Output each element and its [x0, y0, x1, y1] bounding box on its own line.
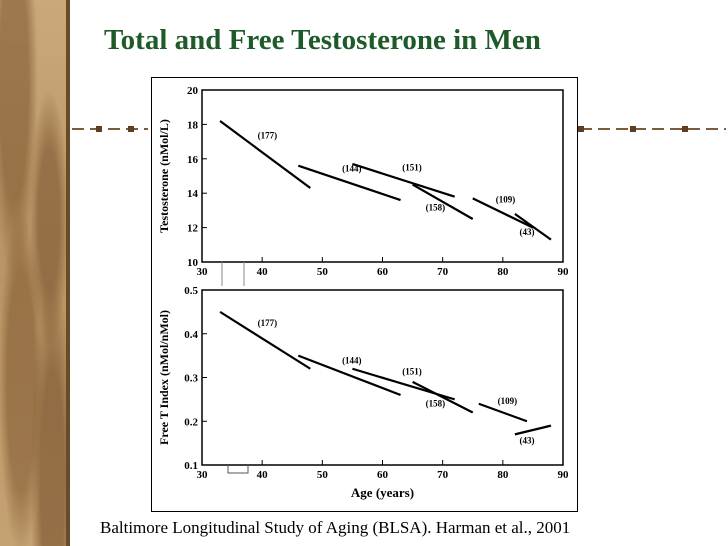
- x-tick-label: 80: [497, 266, 509, 278]
- plot-area-1: [201, 89, 564, 263]
- series-line: [412, 183, 474, 220]
- series-line: [297, 164, 401, 202]
- x-tick-label: 40: [257, 266, 269, 278]
- series-label: (177): [258, 130, 278, 140]
- sidebar-stripe: [66, 0, 70, 546]
- y-tick-label: 0.5: [184, 285, 198, 297]
- y-tick-label: 0.3: [184, 373, 198, 385]
- x-tick-label: 70: [437, 266, 449, 278]
- x-tick-label: 90: [558, 469, 570, 481]
- series-line: [472, 197, 534, 229]
- y-tick-label: 14: [187, 188, 199, 200]
- series-label: (177): [258, 318, 278, 328]
- series-label: (158): [426, 203, 446, 213]
- decorative-sidebar: [0, 0, 70, 546]
- series-line: [297, 354, 401, 397]
- y-axis-label: Testosterone (nMol/L): [157, 119, 171, 233]
- y-tick-label: 0.1: [184, 460, 198, 472]
- series-label: (43): [520, 435, 535, 445]
- x-tick-label: 90: [558, 266, 570, 278]
- testosterone-charts: 30 40 50 60 70 80 90 10 12 14 16 18 20 Testosterone (…: [157, 85, 570, 500]
- series-label: (43): [520, 227, 535, 237]
- series-label: (151): [402, 162, 422, 172]
- y-axis-label: Free T Index (nMol/nMol): [157, 310, 171, 445]
- series-line: [219, 310, 311, 370]
- series-line: [412, 380, 474, 414]
- series-line: [514, 212, 552, 241]
- series-label: (144): [342, 355, 362, 365]
- series-label: (144): [342, 164, 362, 174]
- x-tick-label: 80: [497, 469, 509, 481]
- x-tick-label: 30: [197, 469, 209, 481]
- series-line: [514, 424, 552, 436]
- series-label: (158): [426, 399, 446, 409]
- series-label: (151): [402, 366, 422, 376]
- y-tick-label: 0.2: [184, 416, 198, 428]
- x-tick-label: 60: [377, 266, 389, 278]
- x-tick-label: 30: [197, 266, 209, 278]
- series-label: (109): [498, 396, 518, 406]
- series-line: [219, 120, 311, 189]
- x-tick-label: 50: [317, 266, 329, 278]
- x-tick-label: 70: [437, 469, 449, 481]
- chart-figure: 30 40 50 60 70 80 90 10 12 14 16 18 20 Testosterone (…: [151, 77, 578, 512]
- series-line: [352, 162, 456, 198]
- y-tick-label: 0.4: [184, 329, 198, 341]
- series-line: [478, 402, 528, 423]
- slide-title: Total and Free Testosterone in Men: [104, 24, 541, 56]
- x-tick-label: 50: [317, 469, 329, 481]
- source-caption: Baltimore Longitudinal Study of Aging (B…: [100, 518, 571, 537]
- dashed-divider-left: [72, 126, 148, 132]
- connector-bracket-bottom: [227, 465, 249, 474]
- x-tick-label: 60: [377, 469, 389, 481]
- series-label: (109): [496, 195, 516, 205]
- y-tick-label: 18: [187, 119, 199, 131]
- y-tick-label: 10: [187, 257, 199, 269]
- dashed-divider-right: [578, 126, 726, 132]
- y-tick-label: 20: [187, 85, 199, 97]
- x-axis-label: Age (years): [351, 485, 414, 500]
- x-tick-label: 40: [257, 469, 269, 481]
- y-tick-label: 16: [187, 154, 199, 166]
- connector-bracket-top: [221, 262, 245, 286]
- y-tick-label: 12: [187, 223, 199, 235]
